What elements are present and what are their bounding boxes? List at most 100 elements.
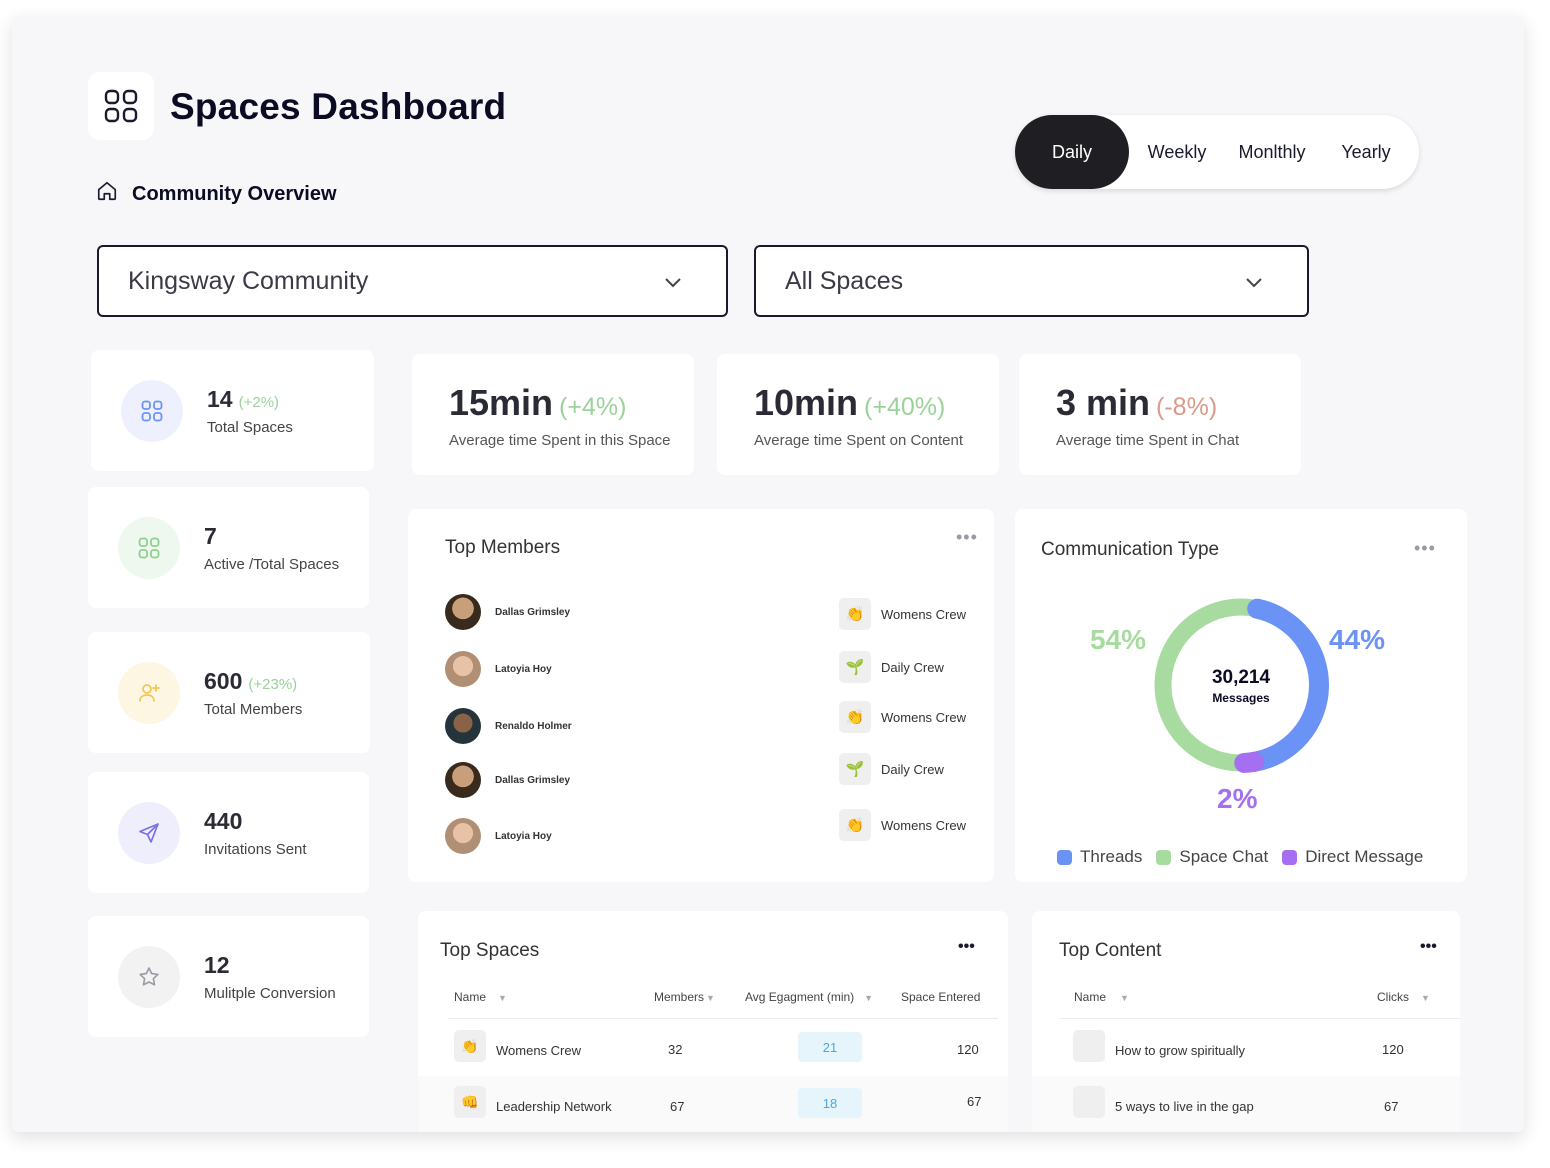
- stat-change: (+23%): [248, 675, 298, 693]
- list-item[interactable]: Latoyia Hoy: [445, 816, 572, 856]
- stat-value: 600: [204, 667, 243, 694]
- tab-monthly[interactable]: Monlthly: [1238, 141, 1306, 162]
- engagement-badge: 18: [798, 1088, 862, 1118]
- avatar: [445, 818, 481, 854]
- member-name: Dallas Grimsley: [495, 774, 571, 786]
- stat-card-invitations[interactable]: 440 Invitations Sent: [88, 772, 369, 893]
- arc-space-chat[interactable]: [1154, 598, 1259, 772]
- community-select-value: Kingsway Community: [128, 266, 369, 295]
- list-item[interactable]: Latoyia Hoy: [445, 649, 572, 689]
- stat-card-conversion[interactable]: 12 Mulitple Conversion: [88, 916, 369, 1037]
- content-thumbnail: [1073, 1030, 1105, 1062]
- app-grid-icon[interactable]: [88, 72, 154, 140]
- tab-yearly[interactable]: Yearly: [1341, 141, 1391, 162]
- legend-swatch: [1156, 849, 1172, 865]
- grid-icon: [121, 379, 183, 442]
- row-members: 32: [668, 1042, 683, 1057]
- space-select-value: All Spaces: [785, 266, 904, 295]
- stat-label: Total Spaces: [207, 418, 293, 436]
- table-row[interactable]: 👊 Leadership Network 67 18 67: [418, 1076, 1008, 1132]
- section-title: Community Overview: [132, 182, 337, 205]
- list-item[interactable]: 👏 Womens Crew: [839, 701, 966, 733]
- stat-label: Total Members: [204, 700, 303, 718]
- column-header-name[interactable]: Name ▼: [454, 990, 507, 1004]
- kpi-card-space-time[interactable]: 15min (+4%) Average time Spent in this Sp…: [412, 354, 694, 475]
- row-name: Leadership Network: [496, 1099, 612, 1114]
- stat-card-total-members[interactable]: 600 (+23%) Total Members: [88, 632, 370, 753]
- clap-icon: 👏: [839, 701, 871, 733]
- donut-center-label: Messages: [1212, 691, 1270, 705]
- kpi-card-content-time[interactable]: 10min (+40%) Average time Spent on Conten…: [717, 354, 999, 475]
- row-entered: 67: [967, 1094, 982, 1109]
- stat-value: 440: [204, 807, 243, 834]
- list-item[interactable]: 👏 Womens Crew: [839, 598, 966, 630]
- stat-label: Active /Total Spaces: [204, 555, 340, 573]
- member-name: Renaldo Holmer: [495, 720, 572, 732]
- crew-label: Womens Crew: [881, 709, 967, 725]
- stat-value: 14: [207, 385, 233, 412]
- list-item[interactable]: 🌱 Daily Crew: [839, 753, 966, 785]
- list-item[interactable]: 🌱 Daily Crew: [839, 651, 966, 683]
- list-item[interactable]: 👏 Womens Crew: [839, 809, 966, 841]
- top-content-card: Top Content ••• Name ▼ Clicks ▼ How to gro…: [1032, 911, 1460, 1132]
- legend-item-threads[interactable]: Threads: [1057, 847, 1142, 867]
- sprout-icon: 🌱: [839, 753, 871, 785]
- column-header-avg-engagement[interactable]: Avg Egagment (min) ▼: [745, 990, 873, 1004]
- sort-down-icon: ▼: [706, 993, 715, 1003]
- sort-down-icon: ▼: [1421, 993, 1430, 1003]
- breadcrumb: Community Overview: [96, 180, 337, 208]
- list-item[interactable]: Renaldo Holmer: [445, 706, 572, 746]
- community-select[interactable]: Kingsway Community: [97, 245, 728, 317]
- stat-value: 12: [204, 951, 230, 978]
- kpi-label: Average time Spent in Chat: [1056, 432, 1240, 449]
- space-select[interactable]: All Spaces: [754, 245, 1309, 317]
- member-name: Dallas Grimsley: [495, 606, 571, 618]
- column-header-members[interactable]: Members ▼: [654, 990, 715, 1004]
- chart-legend: Threads Space Chat Direct Message: [1057, 847, 1423, 867]
- column-header-name[interactable]: Name ▼: [1074, 990, 1129, 1004]
- table-row[interactable]: 5 ways to live in the gap 67: [1032, 1076, 1460, 1132]
- donut-chart: 30,214 Messages: [1154, 598, 1329, 773]
- more-options-icon[interactable]: •••: [1420, 938, 1437, 955]
- more-options-icon[interactable]: •••: [1414, 538, 1436, 558]
- table-row[interactable]: 👏 Womens Crew 32 21 120: [418, 1019, 1008, 1076]
- legend-label: Space Chat: [1179, 847, 1269, 866]
- top-spaces-card: Top Spaces ••• Name ▼ Members ▼ Avg Egagme…: [418, 911, 1008, 1132]
- row-name: 5 ways to live in the gap: [1115, 1099, 1254, 1114]
- data-label-threads: 44%: [1329, 624, 1386, 655]
- clap-icon: 👏: [839, 809, 871, 841]
- tab-weekly[interactable]: Weekly: [1147, 141, 1207, 162]
- top-members-card: Top Members ••• Dallas Grimsley Latoyia …: [408, 509, 994, 882]
- legend-label: Direct Message: [1305, 847, 1424, 866]
- kpi-card-chat-time[interactable]: 3 min (-8%) Average time Spent in Chat: [1019, 354, 1301, 475]
- stat-card-active-spaces[interactable]: 7 Active /Total Spaces: [88, 487, 369, 608]
- stat-value: 7: [204, 522, 217, 549]
- avatar: [445, 651, 481, 687]
- fist-bump-icon: 👊: [454, 1086, 486, 1118]
- tab-daily[interactable]: Daily: [1015, 115, 1129, 189]
- divider: [448, 1018, 998, 1019]
- sort-down-icon: ▼: [864, 993, 874, 1003]
- legend-item-space-chat[interactable]: Space Chat: [1156, 847, 1268, 867]
- column-header-space-entered[interactable]: Space Entered: [901, 990, 981, 1004]
- crew-label: Daily Crew: [881, 761, 944, 777]
- header-label: Avg Egagment (min): [745, 990, 855, 1004]
- kpi-change: (+40%): [864, 393, 946, 421]
- list-item[interactable]: Dallas Grimsley: [445, 592, 572, 632]
- crew-label: Womens Crew: [881, 817, 967, 833]
- list-item[interactable]: Dallas Grimsley: [445, 760, 572, 800]
- arc-direct-message[interactable]: [1234, 751, 1265, 773]
- home-icon[interactable]: [96, 180, 118, 208]
- divider: [1060, 1018, 1460, 1019]
- member-name: Latoyia Hoy: [495, 830, 552, 842]
- table-row[interactable]: How to grow spiritually 120: [1032, 1019, 1460, 1076]
- legend-item-direct-message[interactable]: Direct Message: [1282, 847, 1423, 867]
- column-header-clicks[interactable]: Clicks ▼: [1377, 990, 1430, 1004]
- more-options-icon[interactable]: •••: [956, 527, 978, 547]
- stat-card-total-spaces[interactable]: 14 (+2%) Total Spaces: [91, 350, 374, 471]
- row-clicks: 120: [1382, 1042, 1404, 1057]
- more-options-icon[interactable]: •••: [958, 938, 975, 955]
- header-label: Name: [454, 990, 487, 1004]
- arc-threads[interactable]: [1244, 598, 1329, 772]
- stat-label: Invitations Sent: [204, 840, 307, 858]
